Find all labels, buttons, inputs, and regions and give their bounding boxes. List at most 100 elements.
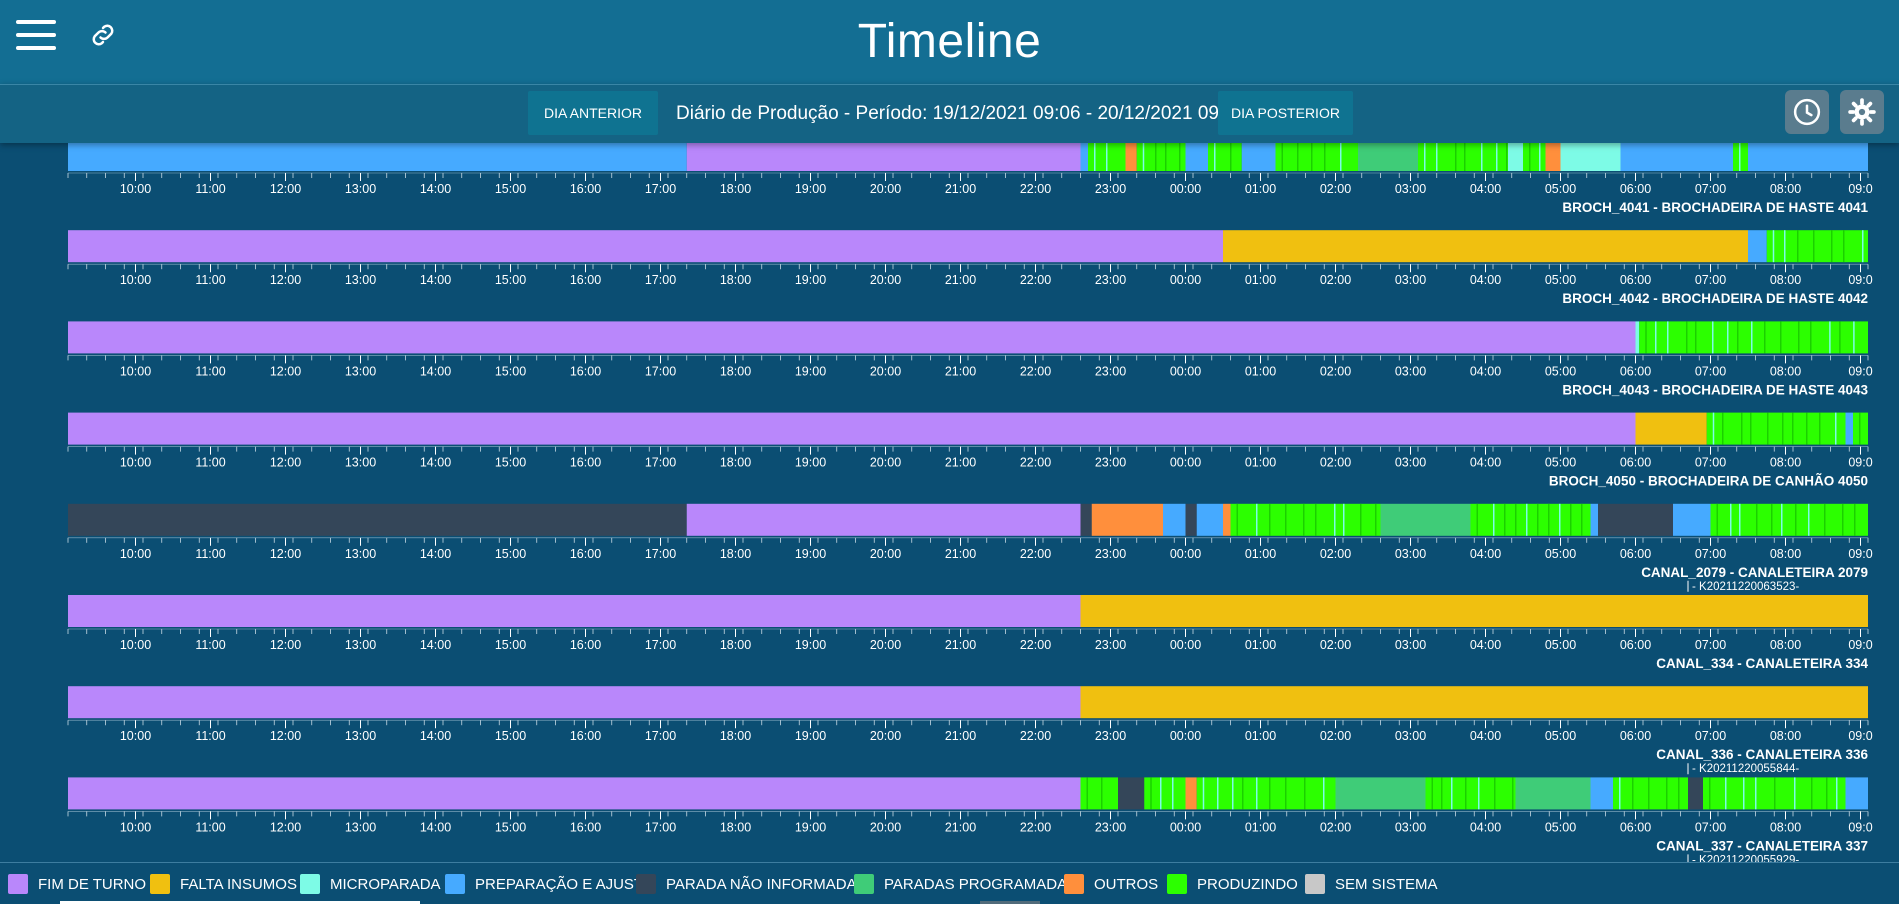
timeline-segment[interactable] [1470, 503, 1591, 536]
timeline-segment[interactable] [1706, 412, 1846, 445]
timeline-segment[interactable] [68, 686, 1081, 719]
next-day-button[interactable]: DIA POSTERIOR [1218, 91, 1353, 135]
legend-item-pni[interactable]: PARADA NÃO INFORMADA [636, 874, 857, 894]
timeline-row[interactable]: 10:00 11:00 12:00 13:00 14:00 15:00 16:00 17:00… [67, 412, 1873, 489]
order-annotation[interactable]: - K20211220055844- [1692, 763, 1799, 775]
timeline-segment[interactable] [686, 503, 1081, 536]
timeline-row[interactable]: 10:00 11:00 12:00 13:00 14:00 15:00 16:00 17:00… [67, 230, 1873, 306]
timeline-segment[interactable] [1208, 142, 1242, 171]
timeline-segment[interactable] [68, 321, 1636, 354]
legend-item-prog[interactable]: PARADAS PROGRAMADAS [854, 874, 1077, 894]
timeline-segment[interactable] [1080, 595, 1869, 627]
microstop-mark [1632, 777, 1634, 810]
timeline-segment[interactable] [1639, 321, 1868, 354]
axis-tick-label: 10:00 [120, 364, 151, 378]
timeline-segment[interactable] [1335, 777, 1426, 810]
order-annotation[interactable]: - K20211220055929- [1692, 854, 1799, 862]
timeline-segment[interactable] [1635, 321, 1640, 354]
timeline-row[interactable]: 10:00 11:00 12:00 13:00 14:00 15:00 16:00 17:00… [67, 595, 1873, 671]
timeline-segment[interactable] [68, 412, 1636, 445]
legend-item-prod[interactable]: PRODUZINDO [1167, 874, 1298, 894]
previous-day-button[interactable]: DIA ANTERIOR [528, 91, 658, 135]
timeline-area[interactable]: 10:00 11:00 12:00 13:00 14:00 15:00 16:00 17:00… [14, 142, 1899, 862]
timeline-segment[interactable] [1196, 503, 1223, 536]
timeline-segment[interactable] [1620, 142, 1734, 171]
settings-button[interactable] [1840, 90, 1884, 134]
timeline-segment[interactable] [1673, 503, 1711, 536]
axis-tick-label: 12:00 [270, 638, 301, 652]
hamburger-menu-icon[interactable] [16, 20, 56, 52]
timeline-segment[interactable] [68, 595, 1081, 627]
timeline-row[interactable]: 10:00 11:00 12:00 13:00 14:00 15:00 16:00 17:00… [67, 777, 1873, 862]
timeline-segment[interactable] [1275, 142, 1359, 171]
timeline-segment[interactable] [1091, 503, 1163, 536]
microstop-mark [1106, 142, 1108, 171]
legend-item-micro[interactable]: MICROPARADA [300, 874, 441, 894]
timeline-segment[interactable] [1598, 503, 1673, 536]
page-title: Timeline [857, 15, 1042, 68]
microstop-mark [1797, 230, 1799, 263]
timeline-row[interactable]: 10:00 11:00 12:00 13:00 14:00 15:00 16:00 17:00… [67, 321, 1873, 397]
timeline-segment[interactable] [68, 230, 1223, 263]
timeline-segment[interactable] [686, 142, 1081, 171]
microstop-mark [1819, 412, 1821, 445]
microstop-mark [1323, 777, 1325, 810]
timeline-segment[interactable] [1590, 503, 1599, 536]
timeline-segment[interactable] [1223, 230, 1748, 263]
timeline-segment[interactable] [1845, 777, 1869, 810]
timeline-segment[interactable] [1125, 142, 1137, 171]
timeline-segment[interactable] [1515, 777, 1591, 810]
microstop-mark [1667, 321, 1669, 354]
timeline-row[interactable]: 10:00 11:00 12:00 13:00 14:00 15:00 16:00 17:00… [67, 503, 1873, 593]
timeline-segment[interactable] [1230, 503, 1381, 536]
axis-tick-label: 01:00 [1245, 456, 1276, 470]
timeline-segment[interactable] [1358, 142, 1418, 171]
timeline-segment[interactable] [1185, 777, 1197, 810]
timeline-segment[interactable] [1080, 686, 1869, 719]
timeline-segment[interactable] [1136, 142, 1186, 171]
timeline-segment[interactable] [1298, 777, 1336, 810]
timeline-row[interactable]: 10:00 11:00 12:00 13:00 14:00 15:00 16:00 17:00… [67, 142, 1873, 215]
clock-button[interactable] [1785, 90, 1829, 134]
timeline-segment[interactable] [1241, 142, 1276, 171]
legend-item-prep[interactable]: PREPARAÇÃO E AJUSTE [445, 874, 653, 894]
timeline-segment[interactable] [1688, 777, 1703, 810]
legend-item-sem[interactable]: SEM SISTEMA [1305, 874, 1438, 894]
timeline-segment[interactable] [1118, 777, 1145, 810]
timeline-segment[interactable] [1590, 777, 1614, 810]
timeline-segment[interactable] [1635, 412, 1707, 445]
timeline-segment[interactable] [1163, 503, 1186, 536]
order-annotation[interactable]: - K20211220063523- [1692, 581, 1799, 593]
axis-tick-label: 02:00 [1320, 547, 1351, 561]
timeline-segment[interactable] [1185, 503, 1197, 536]
timeline-segment[interactable] [1196, 777, 1298, 810]
timeline-segment[interactable] [68, 503, 687, 536]
timeline-segment[interactable] [1613, 777, 1688, 810]
axis-tick-label: 22:00 [1020, 456, 1051, 470]
timeline-segment[interactable] [1080, 142, 1089, 171]
timeline-segment[interactable] [1185, 142, 1209, 171]
timeline-segment[interactable] [68, 142, 687, 171]
legend-item-falta[interactable]: FALTA INSUMOS [150, 874, 297, 894]
timeline-segment[interactable] [1380, 503, 1471, 536]
timeline-segment[interactable] [1748, 230, 1767, 263]
microstop-mark [1743, 777, 1745, 810]
timeline-segment[interactable] [1710, 503, 1869, 536]
timeline-segment[interactable] [1080, 503, 1092, 536]
timeline-segment[interactable] [1545, 142, 1561, 171]
timeline-segment[interactable] [1508, 142, 1523, 171]
legend-item-fim[interactable]: FIM DE TURNO [8, 874, 146, 894]
timeline-segment[interactable] [1845, 412, 1854, 445]
legend-item-outros[interactable]: OUTROS [1064, 874, 1158, 894]
timeline-row[interactable]: 10:00 11:00 12:00 13:00 14:00 15:00 16:00 17:00… [67, 686, 1873, 775]
timeline-segment[interactable] [1766, 230, 1868, 263]
timeline-segment[interactable] [68, 777, 1081, 810]
timeline-segment[interactable] [1080, 777, 1119, 810]
timeline-segment[interactable] [1418, 142, 1508, 171]
timeline-segment[interactable] [1523, 142, 1546, 171]
timeline-segment[interactable] [1223, 503, 1231, 536]
timeline-segment[interactable] [1748, 142, 1868, 171]
link-icon[interactable] [88, 20, 118, 50]
timeline-segment[interactable] [1560, 142, 1621, 171]
timeline-segment[interactable] [1425, 777, 1516, 810]
